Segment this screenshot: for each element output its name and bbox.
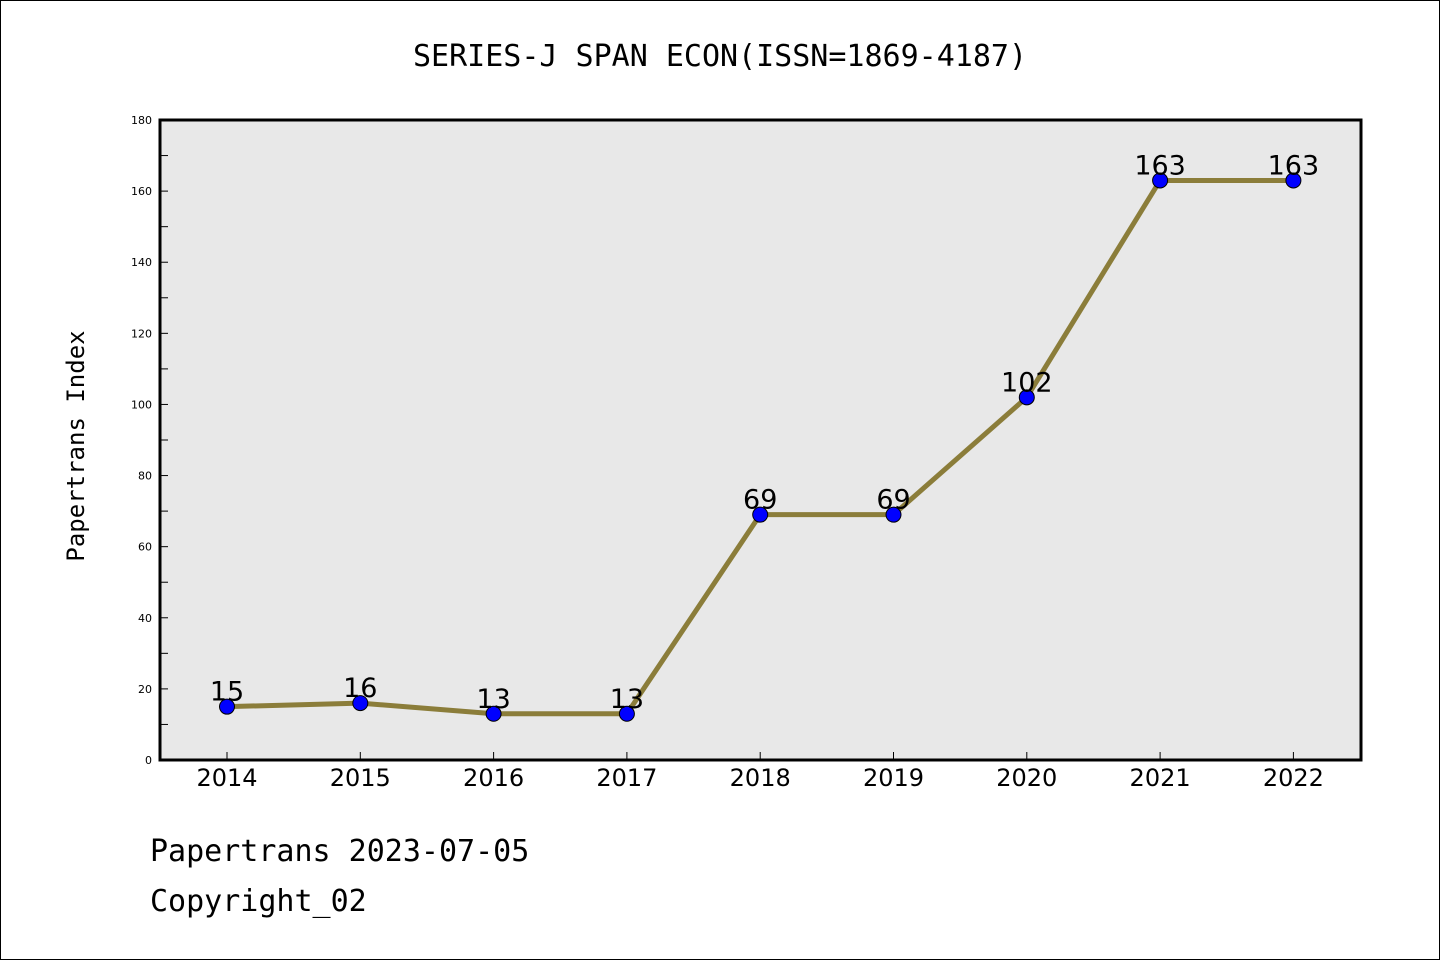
y-tick-label: 180 <box>131 114 152 127</box>
x-tick-label: 2022 <box>1263 764 1324 792</box>
y-tick-label: 40 <box>138 612 152 625</box>
x-tick-label: 2020 <box>996 764 1057 792</box>
series-layer: 15 16 13 13 69 69 102 163 163 <box>210 150 1320 722</box>
x-tick-label: 2017 <box>596 764 657 792</box>
x-tick-label: 2019 <box>863 764 924 792</box>
x-tick-label: 2021 <box>1130 764 1191 792</box>
x-tick-label: 2018 <box>730 764 791 792</box>
data-point <box>1018 389 1035 406</box>
x-tick-label: 2016 <box>463 764 524 792</box>
y-tick-label: 100 <box>131 398 152 411</box>
data-label: 13 <box>610 684 644 715</box>
data-label: 69 <box>743 485 777 516</box>
data-point <box>485 705 502 722</box>
y-axis-ticks: 0 20 40 60 80 100 120 140 160 180 <box>131 114 168 767</box>
y-tick-label: 20 <box>138 683 152 696</box>
data-label: 69 <box>876 485 910 516</box>
data-label: 102 <box>1001 367 1053 398</box>
y-tick-label: 140 <box>131 256 152 269</box>
data-label: 16 <box>343 673 377 704</box>
chart-title: SERIES-J SPAN ECON(ISSN=1869-4187) <box>413 39 1027 74</box>
data-point <box>219 698 235 715</box>
data-point <box>885 506 902 523</box>
data-point <box>352 695 369 712</box>
x-tick-label: 2015 <box>330 764 391 792</box>
data-point <box>618 705 635 722</box>
y-tick-label: 60 <box>138 541 152 554</box>
data-label: 13 <box>476 684 510 715</box>
data-point <box>1285 172 1302 189</box>
data-label: 15 <box>210 677 244 708</box>
y-tick-label: 120 <box>131 327 152 340</box>
y-tick-label: 160 <box>131 185 152 198</box>
x-axis-ticks: 2014 2015 2016 2017 2018 2019 2020 2021 2022 <box>196 752 1324 792</box>
footer-date-text: Papertrans 2023-07-05 <box>150 834 530 869</box>
y-tick-label: 0 <box>145 754 152 767</box>
x-tick-label: 2014 <box>196 764 257 792</box>
y-tick-label: 80 <box>138 470 152 483</box>
data-label: 163 <box>1134 150 1186 181</box>
y-axis-label: Papertrans Index <box>62 330 90 561</box>
plot-area <box>158 118 1363 762</box>
footer-copyright-text: Copyright_02 <box>150 884 367 919</box>
data-label: 163 <box>1268 150 1320 181</box>
data-point <box>1152 172 1169 189</box>
data-point <box>752 506 769 523</box>
